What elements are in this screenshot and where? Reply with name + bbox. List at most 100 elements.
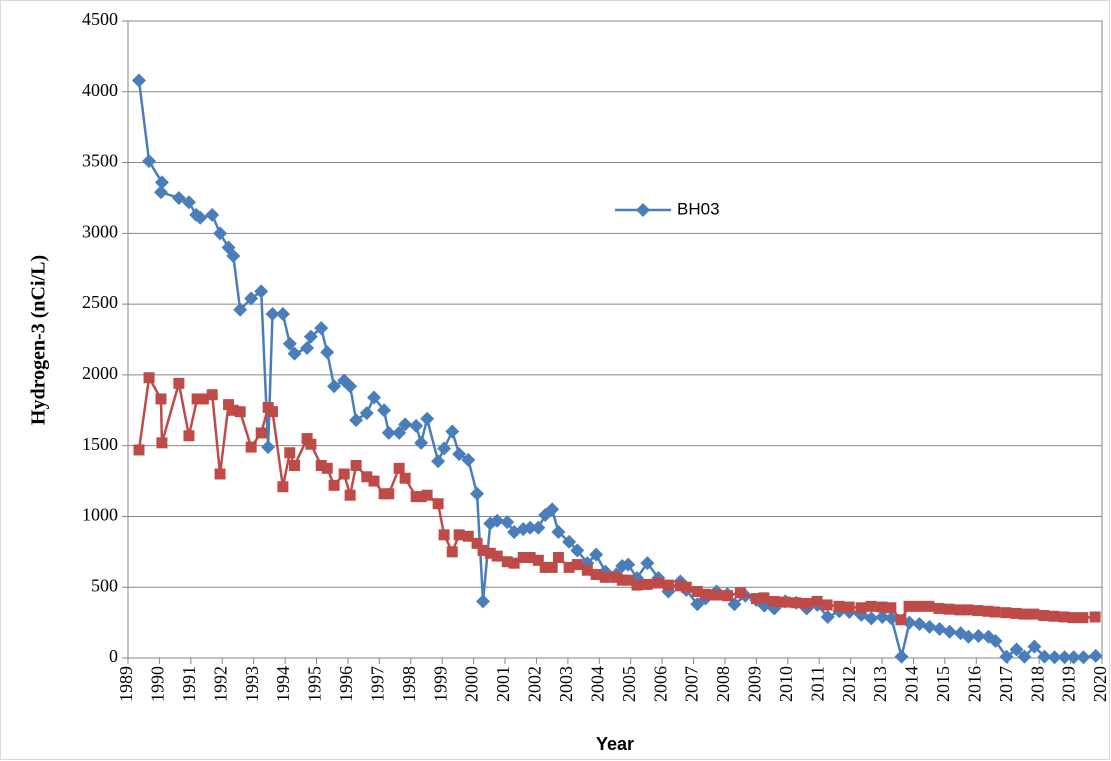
data-point (570, 543, 585, 558)
data-point (571, 559, 583, 571)
data-point (699, 588, 711, 600)
data-point (320, 345, 335, 360)
x-tick-label: 2002 (525, 666, 545, 702)
data-point (399, 472, 411, 484)
x-tick-label: 2009 (745, 666, 765, 702)
data-point (154, 175, 169, 190)
y-tick-label: 3500 (82, 151, 118, 171)
data-point (517, 551, 529, 563)
data-point (267, 406, 279, 418)
data-point (226, 248, 241, 263)
data-point (206, 389, 218, 401)
data-point (383, 488, 395, 500)
x-tick-label: 2011 (807, 666, 827, 701)
data-point (349, 413, 364, 428)
data-point (545, 502, 560, 517)
data-point (328, 479, 340, 491)
data-point (524, 551, 536, 563)
data-point (338, 468, 350, 480)
data-point (377, 403, 392, 418)
data-point (1018, 608, 1030, 620)
data-point (244, 291, 259, 306)
data-point (1076, 650, 1091, 665)
data-point (367, 390, 382, 405)
y-tick-label: 2000 (82, 363, 118, 383)
data-point (359, 406, 374, 421)
data-point (1047, 650, 1062, 665)
data-point (181, 195, 196, 210)
data-point (942, 624, 957, 639)
y-tick-label: 4000 (82, 80, 118, 100)
x-tick-label: 2020 (1090, 666, 1110, 702)
data-point (523, 520, 538, 535)
data-point (173, 377, 185, 389)
data-point (1009, 642, 1024, 657)
y-tick-label: 3000 (82, 221, 118, 241)
data-point (315, 459, 327, 471)
data-point (622, 574, 634, 586)
data-point (680, 581, 692, 593)
x-tick-label: 1999 (430, 666, 450, 702)
data-point (155, 393, 167, 405)
data-point (1077, 612, 1089, 624)
x-tick-label: 2014 (902, 666, 922, 702)
data-point (539, 561, 551, 573)
data-point (721, 590, 733, 602)
x-tick-label: 2012 (839, 666, 859, 702)
x-tick-label: 2003 (556, 666, 576, 702)
data-point (923, 600, 935, 612)
data-point (1010, 607, 1022, 619)
y-tick-label: 0 (109, 646, 118, 666)
data-point (1089, 611, 1101, 623)
data-point (446, 546, 458, 558)
y-tick-label: 1500 (82, 434, 118, 454)
data-point (833, 600, 845, 612)
x-tick-label: 1997 (367, 666, 387, 702)
data-point (303, 329, 318, 344)
data-point (865, 600, 877, 612)
data-point (1038, 610, 1050, 622)
data-point (912, 617, 927, 632)
data-point (903, 600, 915, 612)
x-tick-label: 2018 (1027, 666, 1047, 702)
data-point (546, 561, 558, 573)
data-point (361, 471, 373, 483)
data-point (820, 609, 835, 624)
x-tick-label: 2017 (996, 666, 1016, 702)
data-point (393, 462, 405, 474)
x-tick-label: 1990 (148, 666, 168, 702)
data-point (321, 462, 333, 474)
x-tick-label: 2005 (619, 666, 639, 702)
data-point (1066, 650, 1081, 665)
data-point (261, 440, 276, 455)
data-point (971, 629, 986, 644)
x-tick-label: 1992 (210, 666, 230, 702)
data-point (213, 226, 228, 241)
data-point (415, 491, 427, 503)
data-point (621, 557, 636, 572)
data-point (409, 418, 424, 433)
data-point (1067, 612, 1079, 624)
data-point (610, 571, 622, 583)
x-tick-label: 2001 (493, 666, 513, 702)
x-tick-label: 2006 (650, 666, 670, 702)
data-point (254, 284, 269, 299)
data-point (884, 611, 899, 626)
data-point (641, 578, 653, 590)
data-point (421, 489, 433, 501)
data-point (234, 406, 246, 418)
data-point (491, 550, 503, 562)
data-point (590, 568, 602, 580)
data-point (289, 459, 301, 471)
data-point (245, 441, 257, 453)
x-axis-label: Year (596, 734, 634, 754)
x-tick-label: 2004 (587, 666, 607, 702)
data-point (875, 609, 890, 624)
data-point (327, 379, 342, 394)
data-point (532, 554, 544, 566)
data-point (913, 600, 925, 612)
data-point (171, 190, 186, 205)
data-point (1088, 648, 1103, 663)
data-point (758, 592, 770, 604)
